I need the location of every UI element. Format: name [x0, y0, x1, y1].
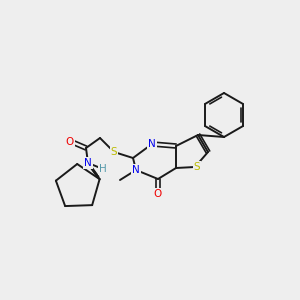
Text: O: O: [154, 189, 162, 199]
Text: O: O: [66, 137, 74, 147]
Text: H: H: [99, 164, 107, 174]
Text: N: N: [132, 165, 140, 175]
Text: S: S: [194, 162, 200, 172]
Text: N: N: [84, 158, 92, 168]
Text: S: S: [111, 147, 117, 157]
Text: N: N: [148, 139, 156, 149]
